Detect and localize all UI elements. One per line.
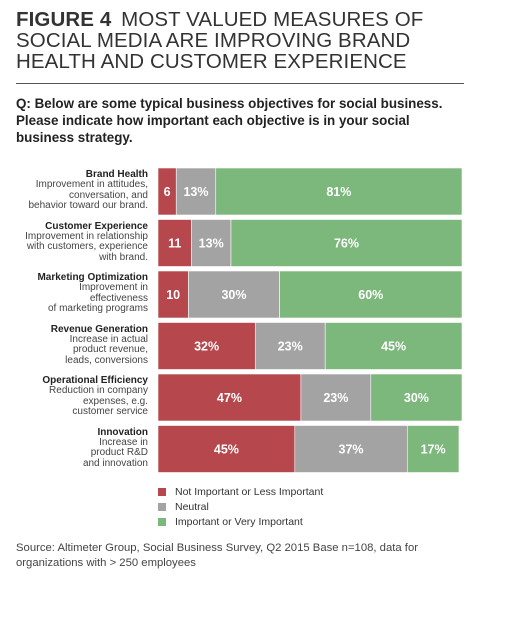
legend-entry: Neutral	[158, 499, 323, 514]
bar-segment	[215, 167, 463, 216]
bar-segment	[157, 322, 256, 370]
category-description-line: leads, conversions	[65, 354, 148, 366]
figure-title-line-3: HEALTH AND CUSTOMER EXPERIENCE	[16, 50, 407, 73]
bar-segment	[157, 425, 296, 473]
bar-value-label: 23%	[323, 391, 348, 405]
legend-entry: Important or Very Important	[158, 514, 323, 529]
bar-value-label: 6	[164, 185, 171, 199]
category-description-line: Improvement in attitudes,	[35, 179, 148, 191]
category-description-line: with brand.	[99, 251, 148, 263]
survey-question: Q: Below are some typical business objec…	[16, 95, 481, 146]
bar-segment	[175, 167, 217, 216]
legend-label: Neutral	[175, 500, 209, 513]
category-name: Innovation	[97, 426, 148, 438]
bar-value-label: 30%	[221, 288, 246, 302]
bar-value-label: 23%	[278, 340, 303, 354]
category-description-line: product R&D	[90, 447, 148, 459]
legend-swatch	[158, 517, 166, 526]
category-label: Revenue Generation Increase in actual prod…	[2, 323, 148, 367]
figure-title-text-1: MOST VALUED MEASURES OF	[121, 8, 424, 31]
category-description-line: product revenue,	[72, 344, 148, 356]
bar-value-label: 45%	[214, 443, 239, 457]
bar-value-label: 45%	[381, 340, 406, 354]
category-description-line: Improvement in relationship	[25, 230, 148, 242]
bar-segment	[324, 322, 463, 370]
bar-value-label: 81%	[326, 185, 351, 199]
bar-segment	[230, 219, 463, 267]
category-description-line: customer service	[72, 406, 148, 418]
bar-segment	[157, 373, 302, 422]
bar-value-label: 47%	[217, 391, 242, 405]
bar-segment	[294, 425, 408, 473]
bar-value-label: 32%	[194, 340, 219, 354]
bar-segment	[370, 373, 463, 422]
legend-swatch	[158, 502, 166, 511]
bar-value-label: 76%	[334, 237, 359, 251]
category-description-line: Reduction in company	[49, 385, 148, 397]
category-description-line: Increase in	[99, 436, 148, 448]
category-description: Reduction in company expenses, e.g. custom…	[2, 385, 148, 418]
stacked-bar-chart: 6 13% 81% 11 13% 76% 10 30% 60% 32% 23% 45% 47% 23% 30…	[157, 167, 463, 473]
figure-title-line-1: FIGURE 4 MOST VALUED MEASURES OF	[16, 9, 496, 30]
category-description-line: Improvement in	[79, 282, 148, 294]
question-line-1: Q: Below are some typical business objec…	[16, 96, 443, 111]
category-name: Customer Experience	[45, 220, 148, 232]
bar-segment	[188, 270, 280, 319]
question-line-2: Please indicate how important each objec…	[16, 113, 410, 128]
bar-value-label: 17%	[421, 443, 446, 457]
title-divider	[16, 83, 464, 84]
bar-value-label: 11	[168, 237, 181, 251]
category-label: Brand Health Improvement in attitudes, con…	[2, 169, 148, 212]
category-description-line: and innovation	[82, 457, 148, 469]
category-description-line: expenses, e.g.	[82, 395, 148, 407]
legend-swatch	[158, 487, 166, 496]
category-description-line: Increase in actual	[69, 333, 148, 345]
figure-label: FIGURE 4	[16, 8, 112, 31]
figure-title-line-2: SOCIAL MEDIA ARE IMPROVING BRAND	[16, 29, 411, 52]
category-description: Increase in actual product revenue, leads,…	[2, 333, 148, 366]
bar-segment	[300, 373, 372, 422]
legend-label: Not Important or Less Important	[175, 485, 324, 498]
bar-segment	[406, 425, 460, 473]
bar-value-label: 30%	[404, 391, 429, 405]
source-line-1: Source: Altimeter Group, Social Business…	[16, 542, 418, 554]
figure-title: FIGURE 4 MOST VALUED MEASURES OF SOCIAL …	[16, 9, 496, 72]
category-label: Marketing Optimization Improvement in effe…	[2, 272, 148, 315]
legend-entry: Not Important or Less Important	[158, 484, 323, 499]
category-description-line: conversation, and	[69, 189, 148, 201]
category-name: Operational Efficiency	[42, 375, 148, 386]
legend-label: Important or Very Important	[175, 515, 303, 528]
category-description-line: behavior toward our brand.	[28, 200, 148, 212]
category-label: Operational Efficiency Reduction in compa…	[2, 375, 148, 418]
category-description-line: effectiveness	[89, 292, 148, 304]
category-name: Brand Health	[85, 169, 148, 180]
bar-segment	[157, 270, 189, 319]
category-description-line: with customers, experience	[26, 241, 148, 253]
question-line-3: business strategy.	[16, 130, 133, 145]
category-description: Increase in product R&D and innovation	[2, 436, 148, 469]
bar-segment	[279, 270, 463, 319]
category-description-line: of marketing programs	[47, 303, 148, 315]
bar-value-label: 13%	[183, 185, 208, 199]
bar-segment	[254, 322, 326, 370]
bar-value-label: 37%	[339, 443, 364, 457]
category-name: Revenue Generation	[50, 323, 148, 335]
category-name: Marketing Optimization	[37, 272, 148, 283]
source-line-2: organizations with > 250 employees	[16, 557, 196, 569]
chart-legend: Not Important or Less Important Neutral Im…	[158, 484, 323, 529]
category-description: Improvement in attitudes, conversation, a…	[2, 179, 148, 212]
bar-segment	[191, 219, 232, 267]
bar-value-label: 60%	[358, 288, 383, 302]
source-note: Source: Altimeter Group, Social Business…	[16, 541, 486, 571]
bar-value-label: 10	[166, 288, 180, 302]
category-label: Innovation Increase in product R&D and inno…	[2, 426, 148, 470]
bar-value-label: 13%	[199, 237, 224, 251]
category-description: Improvement in relationship with customer…	[2, 230, 148, 263]
category-label: Customer Experience Improvement in relati…	[2, 220, 148, 264]
bar-segment	[157, 219, 192, 267]
category-description: Improvement in effectiveness of marketing …	[2, 282, 148, 315]
